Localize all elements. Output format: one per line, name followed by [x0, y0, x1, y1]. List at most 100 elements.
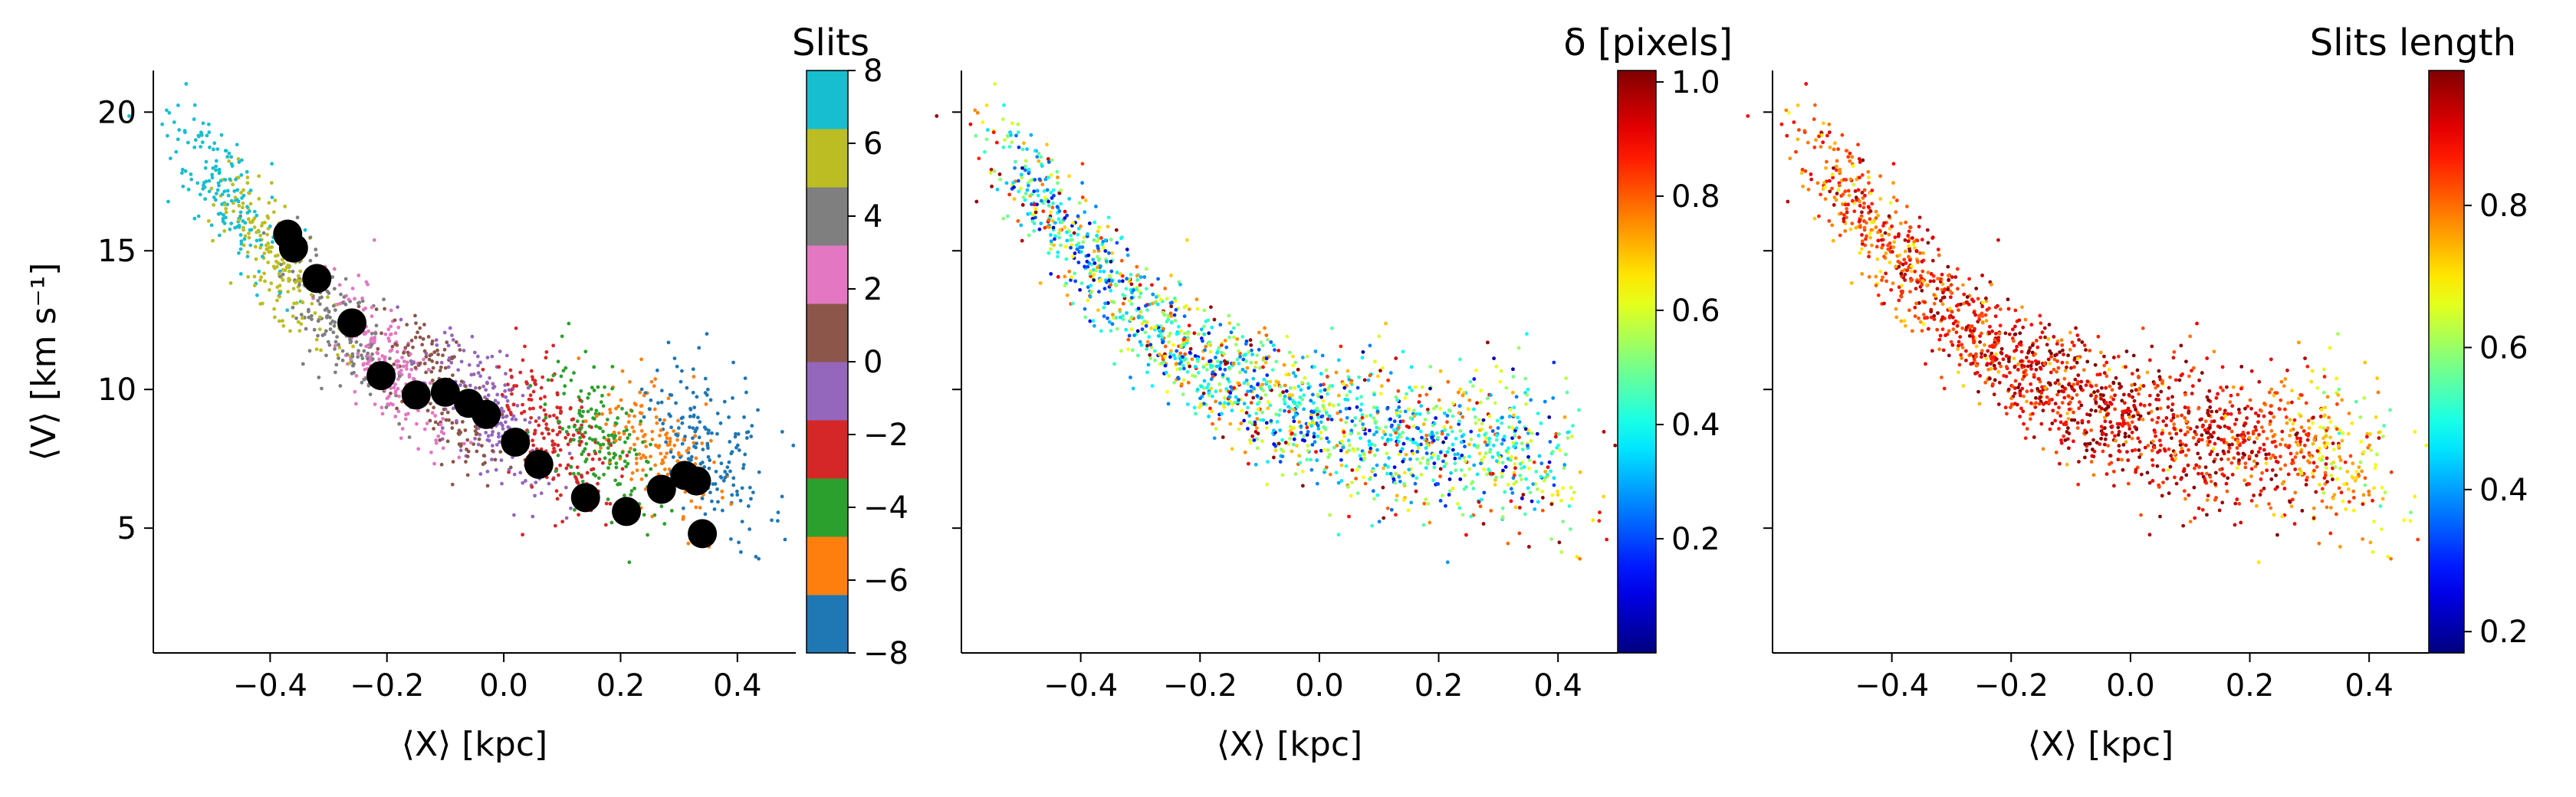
- data-point: [1174, 362, 1178, 366]
- data-point: [1454, 468, 1458, 473]
- data-point: [1408, 457, 1412, 461]
- data-point: [977, 156, 981, 161]
- data-point: [1856, 143, 1860, 147]
- data-point: [1336, 533, 1341, 537]
- data-point: [639, 404, 643, 408]
- data-point: [2292, 418, 2297, 422]
- data-point: [1224, 345, 1229, 349]
- data-point: [2029, 401, 2033, 405]
- data-point: [1326, 448, 1330, 452]
- data-point: [1046, 199, 1050, 204]
- data-point: [1339, 458, 1343, 462]
- data-point: [1124, 287, 1129, 291]
- data-point: [624, 464, 629, 469]
- data-point: [1867, 254, 1871, 259]
- data-point: [376, 346, 380, 351]
- data-point: [1273, 383, 1277, 388]
- data-point: [201, 121, 205, 126]
- data-point: [560, 520, 565, 524]
- data-point: [247, 235, 251, 240]
- data-point: [710, 499, 714, 503]
- data-point: [1960, 326, 1965, 330]
- data-point: [1025, 147, 1029, 152]
- data-point: [2282, 384, 2286, 389]
- data-point: [706, 431, 711, 435]
- data-point: [1262, 377, 1267, 382]
- data-point: [265, 214, 270, 218]
- data-point: [1168, 349, 1173, 353]
- data-point: [1940, 296, 1945, 300]
- data-point: [1996, 402, 2001, 406]
- data-point: [2150, 463, 2155, 467]
- data-point: [433, 420, 438, 425]
- data-point: [728, 469, 732, 474]
- data-point: [1349, 431, 1353, 436]
- data-point: [1396, 389, 1401, 393]
- data-point: [1992, 363, 1996, 368]
- data-point: [672, 443, 677, 448]
- data-point: [1309, 467, 1314, 472]
- data-point: [1149, 346, 1154, 349]
- data-point: [1143, 303, 1148, 308]
- data-point: [429, 353, 434, 357]
- data-point: [1902, 319, 1907, 323]
- data-point: [577, 471, 580, 476]
- data-point: [993, 82, 997, 86]
- data-point: [2239, 520, 2243, 525]
- data-point: [1802, 130, 1807, 135]
- data-point: [1145, 308, 1149, 313]
- data-point: [662, 418, 667, 422]
- data-point: [239, 173, 244, 177]
- data-point: [1447, 489, 1452, 494]
- data-point: [1507, 425, 1511, 429]
- data-point: [1385, 451, 1389, 456]
- data-point: [1118, 307, 1122, 312]
- data-point: [1184, 357, 1188, 361]
- data-point: [2302, 443, 2307, 448]
- data-point: [501, 423, 504, 428]
- data-point: [1897, 232, 1901, 236]
- data-point: [551, 477, 555, 481]
- data-point: [2029, 382, 2033, 386]
- data-point: [1223, 367, 1227, 372]
- data-point: [2025, 389, 2029, 394]
- colorbar-band: [807, 478, 848, 537]
- data-point: [486, 434, 491, 438]
- data-point: [476, 371, 481, 376]
- data-point: [2116, 354, 2121, 359]
- data-point: [1068, 238, 1073, 242]
- data-point: [177, 128, 182, 132]
- data-point: [596, 476, 601, 480]
- data-point: [320, 333, 325, 337]
- data-point: [212, 203, 215, 207]
- data-point: [1884, 251, 1888, 255]
- data-point: [428, 381, 432, 385]
- data-point: [706, 454, 711, 459]
- data-point: [1955, 267, 1960, 271]
- data-point: [1986, 367, 1991, 372]
- data-point: [1469, 481, 1474, 486]
- data-point: [396, 325, 401, 330]
- data-point: [734, 489, 739, 494]
- data-point: [326, 295, 330, 300]
- data-point: [2094, 383, 2098, 388]
- data-point: [1293, 401, 1297, 405]
- data-point: [998, 177, 1003, 182]
- data-point: [1825, 133, 1829, 138]
- data-point: [393, 331, 398, 336]
- data-point: [337, 356, 340, 360]
- data-point: [1328, 472, 1332, 477]
- data-point: [1078, 287, 1083, 292]
- data-point: [1453, 456, 1457, 461]
- data-point: [555, 392, 560, 397]
- data-point: [1176, 331, 1181, 336]
- data-point: [677, 453, 682, 458]
- data-point: [2303, 356, 2307, 361]
- data-point: [237, 251, 241, 255]
- data-point: [661, 421, 665, 426]
- data-point: [1083, 264, 1087, 269]
- data-point: [1037, 227, 1042, 231]
- data-point: [1265, 373, 1270, 378]
- data-point: [1107, 274, 1112, 278]
- data-point: [1214, 389, 1218, 394]
